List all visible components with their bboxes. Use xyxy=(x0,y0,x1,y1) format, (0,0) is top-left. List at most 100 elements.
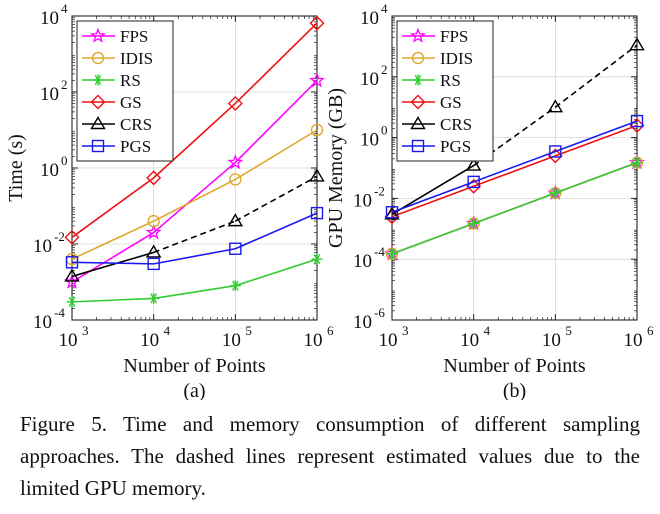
data-point xyxy=(227,95,243,111)
data-point xyxy=(467,175,480,189)
series-line-segment xyxy=(555,161,638,194)
legend-marker xyxy=(90,116,106,130)
data-point xyxy=(64,229,80,245)
data-point xyxy=(309,72,325,88)
data-point xyxy=(468,217,480,229)
x-tick-exponent: 5 xyxy=(565,323,572,338)
legend-label: GS xyxy=(120,93,142,112)
y-tick-exponent: -4 xyxy=(54,305,65,320)
data-point xyxy=(64,273,80,289)
y-tick-exponent: 2 xyxy=(381,62,388,77)
series-line-segment xyxy=(234,22,318,105)
data-point xyxy=(309,15,325,31)
series-line-segment xyxy=(71,177,155,238)
y-tick-label: 10 xyxy=(353,251,372,272)
x-tick-label: 10 xyxy=(222,330,241,351)
legend-label: FPS xyxy=(440,27,468,46)
data-point xyxy=(145,244,162,258)
legend-label: PGS xyxy=(120,137,151,156)
series-line-segment xyxy=(235,258,318,287)
y-tick-label: 10 xyxy=(353,312,372,333)
x-tick-label: 10 xyxy=(140,330,159,351)
legend-marker xyxy=(412,74,424,86)
x-tick-label: 10 xyxy=(304,330,323,351)
series-line-segment xyxy=(153,247,236,265)
data-point xyxy=(64,268,80,282)
y-tick-exponent: -2 xyxy=(374,183,385,198)
y-tick-exponent: 0 xyxy=(61,153,68,168)
series-line-segment xyxy=(234,79,318,164)
series-line-segment xyxy=(554,44,638,108)
series-line-segment xyxy=(71,297,154,303)
series-line-segment xyxy=(473,106,556,167)
legend-marker xyxy=(410,94,426,110)
legend-item: IDIS xyxy=(402,49,473,68)
legend-label: IDIS xyxy=(440,49,473,68)
data-point xyxy=(629,37,645,51)
y-tick-label: 10 xyxy=(40,84,59,105)
series-line-segment xyxy=(234,129,318,181)
x-tick-label: 10 xyxy=(460,330,479,351)
legend-marker xyxy=(411,51,425,65)
series-fps xyxy=(64,72,325,289)
series-line-segment xyxy=(153,161,236,234)
x-tick-exponent: 4 xyxy=(164,323,171,338)
legend-item: GS xyxy=(402,93,462,112)
series-line-segment xyxy=(391,222,474,255)
data-point xyxy=(384,206,400,220)
data-point xyxy=(310,123,324,137)
legend-item: GS xyxy=(82,93,142,112)
y-tick-exponent: 2 xyxy=(61,77,68,92)
series-line-segment xyxy=(473,192,556,225)
legend-item: CRS xyxy=(82,115,152,134)
data-point xyxy=(385,206,399,219)
data-point xyxy=(310,206,324,220)
legend-item: FPS xyxy=(402,27,468,46)
series-line-segment xyxy=(391,181,474,214)
series-line-segment xyxy=(235,212,318,250)
x-tick-label: 10 xyxy=(379,330,398,351)
series-pgs xyxy=(65,206,324,271)
legend-box xyxy=(396,20,494,162)
data-point xyxy=(147,214,160,228)
series-line-segment xyxy=(71,231,155,283)
y-tick-exponent: -6 xyxy=(374,305,385,320)
series-line-segment xyxy=(391,185,474,218)
series-line-segment xyxy=(153,178,236,222)
series-line-segment xyxy=(71,220,155,260)
legend-item: RS xyxy=(402,71,461,90)
data-point xyxy=(309,168,325,182)
legend-item: RS xyxy=(82,71,141,90)
series-crs xyxy=(64,168,325,282)
data-point xyxy=(229,280,241,292)
data-point xyxy=(386,248,398,260)
legend-marker xyxy=(90,94,106,110)
x-tick-exponent: 6 xyxy=(327,323,334,338)
legend-label: IDIS xyxy=(120,49,153,68)
y-tick-label: 10 xyxy=(360,69,379,90)
series-line-segment xyxy=(473,150,556,183)
y-tick-exponent: 4 xyxy=(61,1,68,16)
legend-marker xyxy=(90,27,106,43)
series-line-segment xyxy=(555,124,638,157)
data-point xyxy=(465,157,482,171)
x-tick-label: 10 xyxy=(624,330,643,351)
legend-item: PGS xyxy=(82,137,151,156)
y-tick-label: 10 xyxy=(40,8,59,29)
legend-marker xyxy=(410,27,426,43)
legend-item: CRS xyxy=(402,115,472,134)
y-tick-label: 10 xyxy=(33,236,52,257)
legend-label: RS xyxy=(440,71,461,90)
y-tick-exponent: 0 xyxy=(381,123,388,138)
series-rs xyxy=(66,253,323,308)
y-tick-label: 10 xyxy=(40,160,59,181)
series-line-segment xyxy=(71,251,154,278)
caption-label: Figure 5. xyxy=(20,412,107,436)
y-axis-label: Time (s) xyxy=(5,134,27,202)
y-tick-label: 10 xyxy=(33,312,52,333)
legend-marker xyxy=(92,74,104,86)
data-point xyxy=(148,292,160,304)
x-tick-label: 10 xyxy=(59,330,78,351)
